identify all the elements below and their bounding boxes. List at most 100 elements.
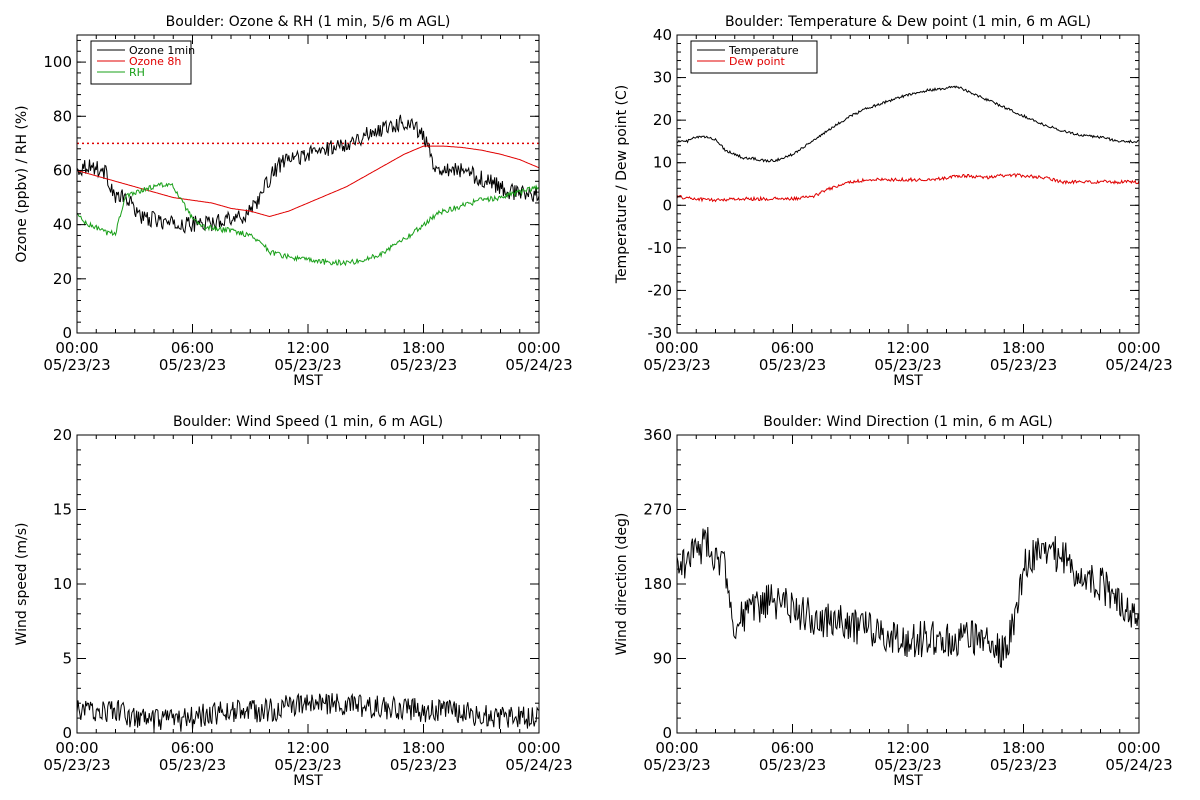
x-tick-label-time: 00:00 xyxy=(655,739,698,757)
x-tick-label-date: 05/23/23 xyxy=(159,356,226,374)
x-tick-label-time: 12:00 xyxy=(886,739,929,757)
series-group xyxy=(677,85,1139,203)
y-tick-label: 0 xyxy=(62,724,72,742)
y-tick-label: 10 xyxy=(53,575,72,593)
x-tick-label-time: 00:00 xyxy=(655,339,698,357)
x-tick-label-date: 05/23/23 xyxy=(274,356,341,374)
legend-label: Dew point xyxy=(729,55,785,68)
series-line-ozone-8h xyxy=(77,145,539,218)
x-tick-label-date: 05/23/23 xyxy=(990,756,1057,774)
x-tick-label-date: 05/23/23 xyxy=(274,756,341,774)
x-tick-label-time: 06:00 xyxy=(771,739,814,757)
x-tick-label-time: 12:00 xyxy=(886,339,929,357)
y-tick-label: 5 xyxy=(62,650,72,668)
y-tick-label: 80 xyxy=(53,107,72,125)
x-tick-label-time: 00:00 xyxy=(1117,339,1160,357)
x-tick-label-date: 05/23/23 xyxy=(759,356,826,374)
y-tick-label: -20 xyxy=(648,281,673,299)
plot-frame xyxy=(76,434,540,734)
y-tick-label: -10 xyxy=(648,239,673,257)
legend-label: Temperature xyxy=(728,44,799,57)
y-tick-label: 60 xyxy=(53,161,72,179)
x-tick-label-time: 06:00 xyxy=(771,339,814,357)
y-tick-label: 270 xyxy=(643,501,672,519)
x-tick-label-time: 00:00 xyxy=(517,739,560,757)
y-tick-label: -30 xyxy=(648,324,673,342)
y-tick-label: 0 xyxy=(62,324,72,342)
chart-title: Boulder: Wind Speed (1 min, 6 m AGL) xyxy=(173,414,443,430)
x-tick-label-date: 05/23/23 xyxy=(43,356,110,374)
legend-box xyxy=(90,40,192,85)
series-line-data xyxy=(677,526,1139,669)
legend-label: Ozone 1min xyxy=(129,44,195,57)
x-tick-label-date: 05/24/23 xyxy=(1105,356,1172,374)
legend-label: RH xyxy=(129,66,145,79)
series-line-temperature xyxy=(677,85,1139,163)
y-axis-label: Wind speed (m/s) xyxy=(14,523,30,646)
x-tick-label-date: 05/23/23 xyxy=(759,756,826,774)
x-tick-label-date: 05/23/23 xyxy=(874,756,941,774)
chart-panel-4: Boulder: Wind Direction (1 min, 6 m AGL)… xyxy=(614,414,1173,789)
x-axis-label: MST xyxy=(293,373,323,389)
y-tick-label: 10 xyxy=(653,154,672,172)
x-tick-label-date: 05/23/23 xyxy=(43,756,110,774)
chart-title: Boulder: Temperature & Dew point (1 min,… xyxy=(725,14,1091,30)
x-tick-label-time: 18:00 xyxy=(1002,739,1045,757)
x-tick-label-time: 00:00 xyxy=(55,739,98,757)
series-line-ozone-1min xyxy=(77,114,539,234)
x-tick-label-time: 00:00 xyxy=(55,339,98,357)
y-tick-label: 40 xyxy=(653,26,672,44)
chart-panel-1: Boulder: Ozone & RH (1 min, 5/6 m AGL) 0 2… xyxy=(14,14,573,389)
x-tick-label-date: 05/23/23 xyxy=(390,756,457,774)
y-tick-label: 180 xyxy=(643,575,672,593)
series-line-dew-point xyxy=(677,173,1139,203)
y-tick-label: 100 xyxy=(43,53,72,71)
chart-panel-2: Boulder: Temperature & Dew point (1 min,… xyxy=(614,14,1173,389)
y-tick-label: 90 xyxy=(653,650,672,668)
series-group xyxy=(77,114,539,267)
x-tick-label-date: 05/23/23 xyxy=(159,756,226,774)
x-tick-label-date: 05/23/23 xyxy=(874,356,941,374)
series-line-rh xyxy=(77,182,539,267)
y-axis-label: Ozone (ppbv) / RH (%) xyxy=(14,105,30,262)
y-tick-label: 0 xyxy=(662,724,672,742)
y-tick-label: 0 xyxy=(662,196,672,214)
y-tick-label: 30 xyxy=(653,69,672,87)
y-tick-label: 20 xyxy=(53,270,72,288)
chart-title: Boulder: Ozone & RH (1 min, 5/6 m AGL) xyxy=(166,14,451,30)
x-tick-label-date: 05/24/23 xyxy=(505,756,572,774)
x-tick-label-date: 05/23/23 xyxy=(990,356,1057,374)
y-tick-label: 20 xyxy=(653,111,672,129)
x-tick-label-time: 18:00 xyxy=(402,339,445,357)
y-axis-label: Temperature / Dew point (C) xyxy=(614,85,630,284)
x-tick-label-date: 05/23/23 xyxy=(643,356,710,374)
x-tick-label-time: 00:00 xyxy=(1117,739,1160,757)
x-tick-label-time: 12:00 xyxy=(286,739,329,757)
x-tick-label-date: 05/24/23 xyxy=(1105,756,1172,774)
x-tick-label-time: 18:00 xyxy=(402,739,445,757)
y-tick-label: 360 xyxy=(643,426,672,444)
y-tick-label: 40 xyxy=(53,216,72,234)
plot-frame xyxy=(676,434,1140,734)
plot-frame xyxy=(676,34,1140,334)
x-tick-label-date: 05/24/23 xyxy=(505,356,572,374)
x-tick-label-time: 06:00 xyxy=(171,739,214,757)
x-tick-label-date: 05/23/23 xyxy=(390,356,457,374)
y-tick-label: 20 xyxy=(53,426,72,444)
x-tick-label-time: 06:00 xyxy=(171,339,214,357)
chart-title: Boulder: Wind Direction (1 min, 6 m AGL) xyxy=(763,414,1052,430)
chart-panel-3: Boulder: Wind Speed (1 min, 6 m AGL) 0 5 10… xyxy=(14,414,573,789)
y-tick-label: 15 xyxy=(53,501,72,519)
x-axis-label: MST xyxy=(893,773,923,789)
x-tick-label-time: 12:00 xyxy=(286,339,329,357)
x-tick-label-time: 18:00 xyxy=(1002,339,1045,357)
legend-box xyxy=(690,40,818,74)
series-group xyxy=(677,526,1139,669)
x-tick-label-time: 00:00 xyxy=(517,339,560,357)
legend-label: Ozone 8h xyxy=(129,55,181,68)
x-tick-label-date: 05/23/23 xyxy=(643,756,710,774)
y-axis-label: Wind direction (deg) xyxy=(614,513,630,656)
